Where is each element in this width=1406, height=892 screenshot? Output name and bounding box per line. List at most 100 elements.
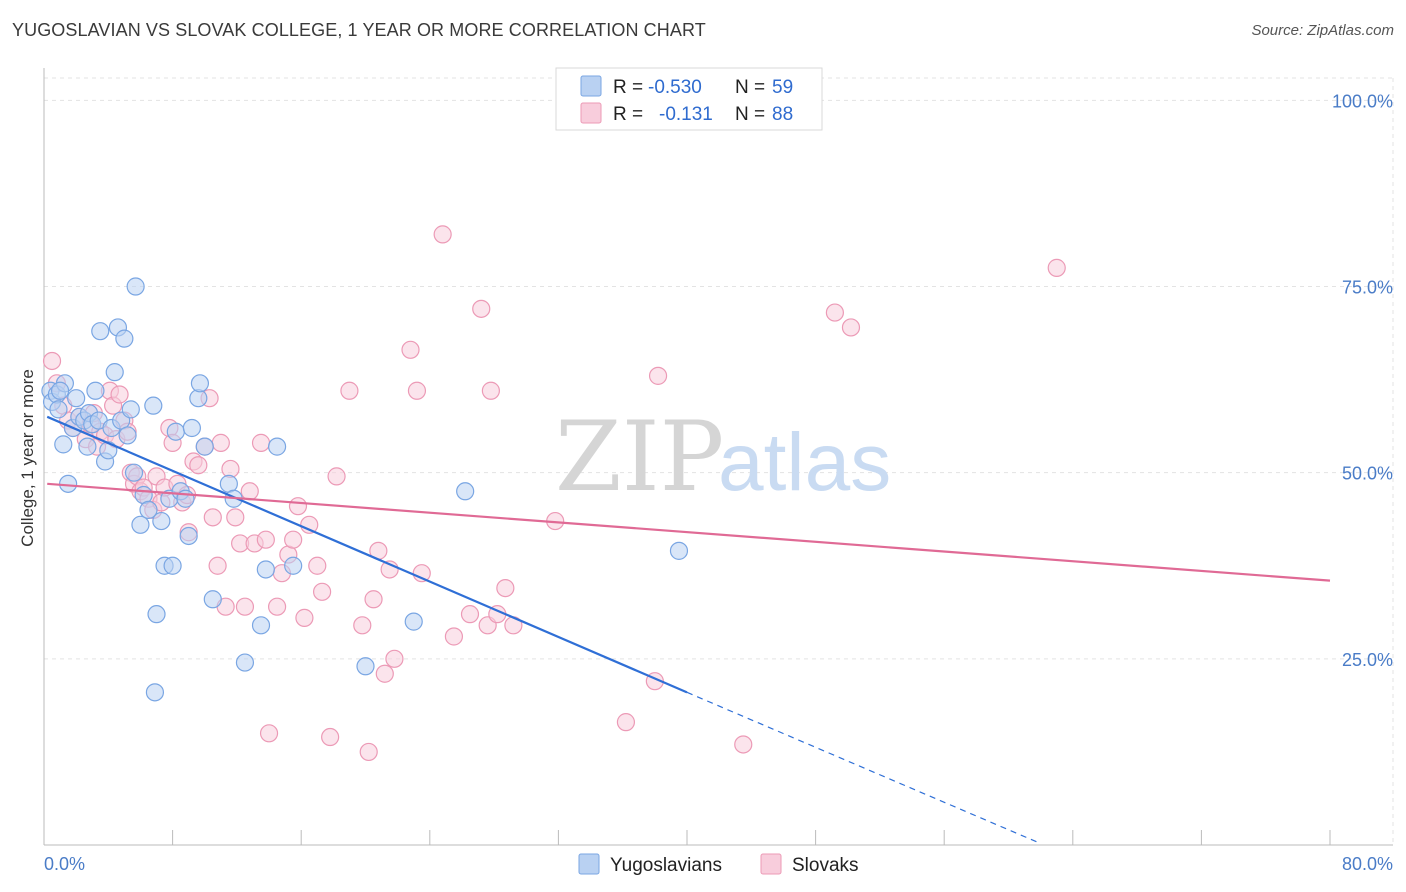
- yugoslavians-point-24: [118, 426, 137, 445]
- legend-swatch-yugoslavians: [580, 75, 602, 97]
- slovaks-point-57: [300, 515, 319, 534]
- source-label: Source: ZipAtlas.com: [1251, 22, 1394, 39]
- trend-lines: [46, 415, 1331, 845]
- slovaks-point-55: [288, 497, 308, 516]
- bottom-legend-swatch-yugoslavians: [578, 853, 600, 875]
- slovaks-point-56: [295, 608, 314, 627]
- yugoslavians-point-25: [121, 400, 140, 419]
- legend-r-label-2: R =: [613, 104, 643, 125]
- yugoslavians-point-16: [91, 322, 110, 341]
- yugoslavians-point-28: [131, 515, 150, 534]
- slovaks-point-49: [256, 530, 275, 549]
- slovaks-point-65: [364, 590, 383, 609]
- slovaks-point-0: [42, 351, 62, 371]
- yugoslavians-point-26: [124, 463, 144, 482]
- yugoslavians-point-45: [195, 437, 214, 456]
- slovaks-point-83: [616, 713, 636, 732]
- legend-r-label-1: R =: [613, 77, 643, 98]
- legend-n-label-1: N =: [735, 77, 765, 98]
- yugoslavians-point-4: [54, 435, 73, 454]
- bottom-legend-swatch-slovaks: [760, 853, 782, 875]
- slovaks-point-62: [340, 381, 359, 400]
- slovaks-point-70: [401, 340, 420, 359]
- yugoslavians-point-18: [99, 441, 118, 460]
- slovaks-point-89: [1047, 258, 1066, 277]
- legend-r-value-2: -0.131: [659, 104, 713, 125]
- bottom-legend-label-slovaks: Slovaks: [792, 855, 859, 876]
- slovaks-point-87: [825, 303, 844, 322]
- slovaks-point-54: [284, 530, 303, 549]
- yugoslavians-point-30: [139, 500, 158, 520]
- yugoslavians-point-27: [126, 277, 145, 296]
- series-yugoslavians-points: [41, 277, 689, 702]
- slovaks-point-40: [211, 433, 230, 452]
- legend-swatch-slovaks: [580, 102, 602, 124]
- yugoslavians-point-20: [105, 363, 124, 382]
- slovaks-point-63: [353, 616, 372, 635]
- bottom-legend: Yugoslavians Slovaks: [578, 853, 859, 876]
- legend-n-value-1: 59: [772, 77, 793, 98]
- yugoslavians-point-6: [59, 474, 78, 493]
- slovaks-point-38: [203, 508, 222, 527]
- y-tick-label-0: 25.0%: [1342, 650, 1393, 670]
- slovaks-point-86: [734, 735, 753, 754]
- legend-n-value-2: 88: [772, 104, 793, 125]
- yugoslavians-point-38: [166, 422, 185, 441]
- slovaks-point-75: [460, 605, 480, 624]
- watermark-atlas: atlas: [718, 417, 891, 508]
- slovaks-point-39: [208, 556, 227, 575]
- legend-r-value-1: -0.530: [648, 77, 702, 98]
- slovaks-point-35: [189, 456, 208, 475]
- yugoslavians-point-34: [152, 511, 171, 531]
- slovaks-point-50: [259, 724, 279, 743]
- yugoslavians-point-58: [50, 381, 70, 400]
- yugoslavians-point-32: [145, 683, 165, 702]
- trend-line-yugoslavians-extension: [686, 691, 1041, 845]
- watermark: ZIP atlas: [555, 401, 891, 513]
- slovaks-point-67: [375, 664, 394, 683]
- yugoslavians-point-46: [203, 590, 222, 609]
- watermark-zip: ZIP: [555, 401, 724, 513]
- slovaks-point-73: [433, 225, 452, 244]
- slovaks-point-43: [226, 508, 245, 527]
- x-tick-label-left: 0.0%: [44, 854, 85, 874]
- yugoslavians-point-42: [182, 418, 201, 438]
- yugoslavians-point-55: [404, 612, 423, 631]
- legend-n-label-2: N =: [735, 104, 765, 125]
- yugoslavians-point-31: [144, 396, 163, 415]
- chart-title: YUGOSLAVIAN VS SLOVAK COLLEGE, 1 YEAR OR…: [12, 20, 706, 40]
- slovaks-point-45: [235, 597, 255, 616]
- slovaks-point-80: [496, 578, 515, 598]
- slovaks-point-74: [444, 627, 464, 646]
- yugoslavians-point-14: [86, 381, 105, 400]
- yugoslavians-point-56: [456, 482, 475, 501]
- yugoslavians-point-8: [67, 389, 86, 408]
- slovaks-point-88: [841, 318, 861, 337]
- slovaks-point-60: [321, 727, 340, 747]
- yugoslavians-point-11: [78, 437, 97, 456]
- yugoslavians-point-52: [267, 437, 287, 456]
- yugoslavians-point-37: [163, 556, 182, 575]
- slovaks-point-15: [110, 385, 129, 404]
- slovaks-point-48: [251, 433, 271, 452]
- yugoslavians-point-54: [356, 657, 375, 676]
- slovaks-point-69: [385, 649, 404, 668]
- x-tick-label-right: 80.0%: [1342, 854, 1393, 874]
- y-tick-labels: 25.0% 50.0% 75.0% 100.0%: [1332, 91, 1393, 669]
- yugoslavians-point-51: [256, 560, 275, 579]
- slovaks-point-59: [312, 582, 332, 601]
- y-tick-label-2: 75.0%: [1342, 278, 1393, 298]
- y-axis-title: College, 1 year or more: [18, 369, 37, 547]
- slovaks-point-84: [648, 366, 668, 385]
- bottom-legend-label-yugoslavians: Yugoslavians: [610, 855, 722, 876]
- yugoslavians-point-44: [190, 374, 210, 393]
- legend: R = -0.530 N = 59 R = -0.131 N = 88: [555, 67, 823, 131]
- yugoslavians-point-49: [235, 653, 255, 672]
- y-tick-label-3: 100.0%: [1332, 91, 1393, 111]
- axes: [43, 68, 1393, 846]
- trend-line-yugoslavians: [46, 415, 688, 694]
- slovaks-point-64: [359, 742, 378, 762]
- yugoslavians-point-23: [115, 329, 134, 348]
- yugoslavians-point-41: [179, 526, 198, 546]
